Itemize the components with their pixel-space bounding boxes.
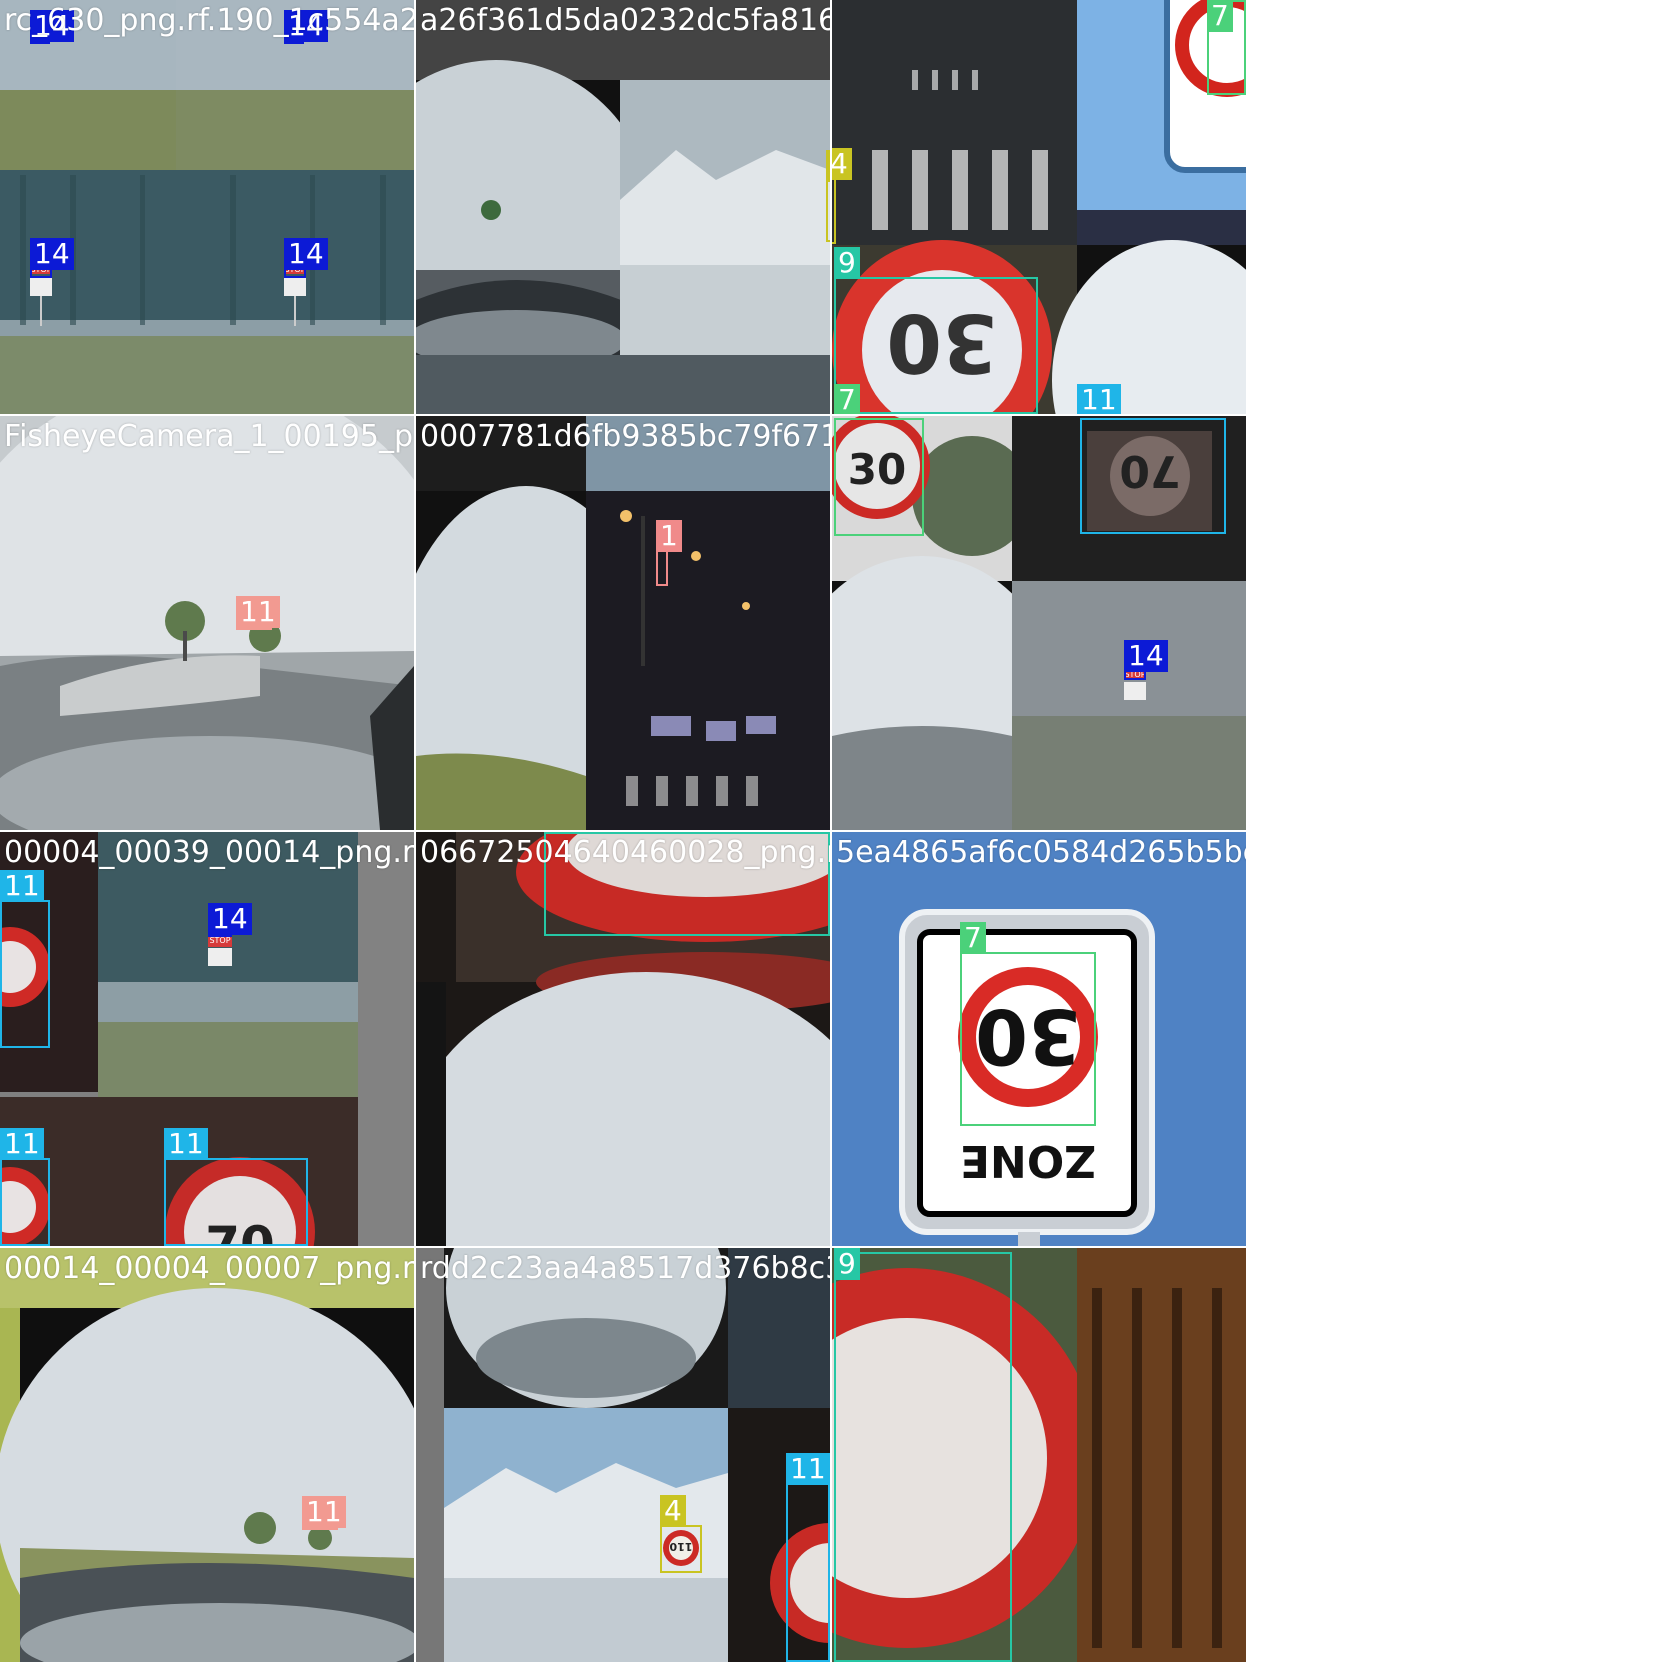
tile-5: 0007781d6fb9385bc79f671b67041e50bfe25865…: [416, 416, 830, 830]
tile-9: 30 ZONE 5ea4865af6c0584d265b5be3e2bbc130…: [832, 832, 1246, 1246]
tile-12: 9: [832, 1248, 1246, 1662]
tile-10-scene: [0, 1248, 414, 1662]
tile-4-scene: [0, 416, 414, 830]
speed-sign-text: 30: [886, 296, 997, 389]
bbox-class-14: 14: [208, 903, 252, 937]
tile-11: 110 rdd2c23aa4a8517d376b8c3ad0587d171420…: [416, 1248, 830, 1662]
tile-filename: 5ea4865af6c0584d265b5be3e2bbc1301454871: [836, 835, 1246, 870]
tile-filename: 0007781d6fb9385bc79f671b67041e50bfe25865…: [420, 419, 830, 454]
tile-1: STOP STOP rc_630_png.rf.190_1c554a26f361…: [0, 0, 414, 414]
bbox-class-14: 14: [30, 238, 74, 278]
bbox-class-11: 11: [302, 1496, 346, 1530]
bbox-class-11: 11: [0, 870, 50, 1048]
bbox-class-4: 4: [832, 148, 852, 244]
tile-5-scene: [416, 416, 830, 830]
bbox-class-11: 11: [0, 1128, 50, 1246]
tile-8: 06672504640460028_png.rf.5ea4865af6c0584…: [416, 832, 830, 1246]
bbox-class-14: 14: [1124, 640, 1168, 680]
tile-6: 30 70 STOP 14: [832, 416, 1246, 830]
bbox-class-11: [1080, 418, 1226, 534]
bbox-class-1: 1: [656, 520, 682, 586]
tile-2-scene: [416, 0, 830, 414]
tile-filename: 00014_00004_00007_png.rf: [4, 1251, 414, 1286]
bbox-class-9: 9: [834, 247, 1038, 414]
bbox-class-11: 11: [164, 1128, 308, 1246]
bbox-class-11: 11: [786, 1453, 830, 1662]
bbox-class-14: 14: [284, 10, 328, 44]
bbox-class-7: 7: [1207, 0, 1246, 95]
mosaic-grid: STOP STOP rc_630_png.rf.190_1c554a26f361…: [0, 0, 1248, 1662]
bbox-class-14: 14: [30, 10, 74, 44]
tile-7: STOP 70 00004_00039_00014_png.rf.0667250…: [0, 832, 414, 1246]
bbox-class-4: 4: [660, 1495, 702, 1573]
tile-1-scene: STOP STOP: [0, 0, 414, 414]
tile-filename: rc_630_png.rf.190_1c554a26f3616d5da0232d…: [4, 3, 414, 38]
stop-sign-text: STOP: [209, 936, 230, 945]
tile-8-scene: [416, 832, 830, 1246]
speed-sign-text: 70: [205, 1216, 275, 1246]
speed-sign-text: 110: [669, 1540, 692, 1553]
tile-filename: FisheyeCamera_1_00195_png.rf.0007781d6fb…: [4, 419, 414, 454]
tile-filename: 06672504640460028_png.rf.5ea4865af6c0584…: [420, 835, 830, 870]
tile-6-scene: 30 70 STOP: [832, 416, 1246, 830]
bbox-class-4: 4: [826, 150, 830, 242]
bbox-class-7: 7: [960, 922, 1096, 1126]
tile-3-scene: 30: [832, 0, 1246, 414]
bbox-class-7: [834, 418, 924, 536]
bbox-class-9: 9: [834, 1248, 1012, 1662]
tile-11-scene: 110: [416, 1248, 830, 1662]
zone-sign-text: ZONE: [960, 1135, 1096, 1186]
tile-10: 00014_00004_00007_png.rf 11: [0, 1248, 414, 1662]
bbox-class-14: 14: [284, 238, 328, 278]
bbox-class-9: 9: [544, 832, 830, 936]
tile-12-scene: [832, 1248, 1246, 1662]
tile-9-scene: 30 ZONE: [832, 832, 1246, 1246]
zone-sign-number: 30: [975, 992, 1081, 1081]
stop-sign-text: STOP: [1124, 670, 1145, 679]
speed-sign-text: 70: [1119, 445, 1180, 496]
tile-filename: a26f361d5da0232dc5fa81634006995aa5a3dfae…: [420, 3, 830, 38]
tile-filename: 00004_00039_00014_png.rf.066725046404600…: [4, 835, 414, 870]
bbox-class-11: 11: [236, 596, 280, 630]
speed-sign-text: 30: [848, 445, 906, 494]
tile-4: FisheyeCamera_1_00195_png.rf.0007781d6fb…: [0, 416, 414, 830]
tile-filename: rdd2c23aa4a8517d376b8c3ad0587d171420eacc…: [420, 1251, 830, 1286]
tile-2: a26f361d5da0232dc5fa81634006995aa5a3dfae…: [416, 0, 830, 414]
tile-3: 30 7 4 9 7 11: [832, 0, 1246, 414]
